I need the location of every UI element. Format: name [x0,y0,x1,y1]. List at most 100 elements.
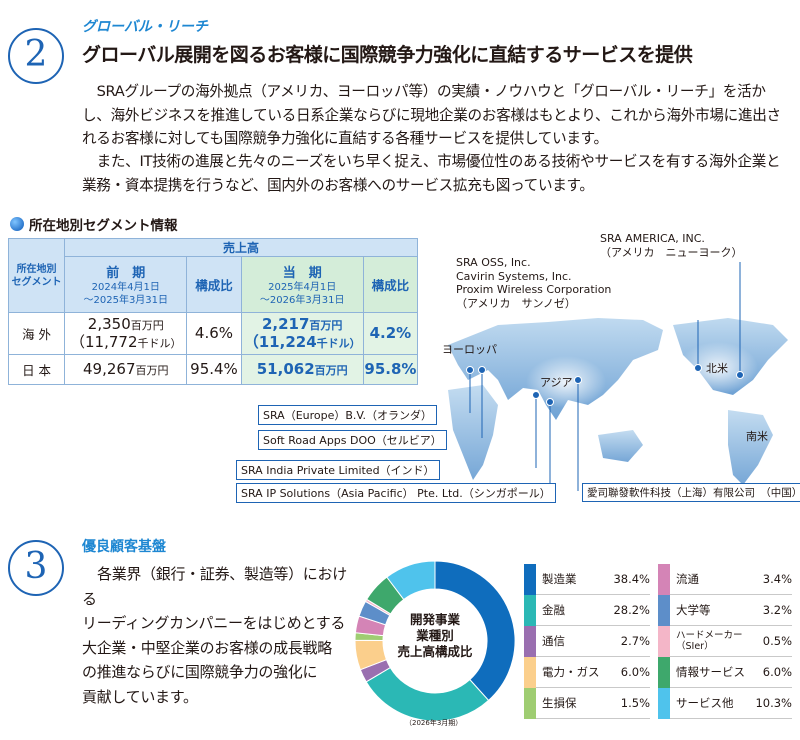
curr-ratio: 95.8% [362,354,419,385]
sra-oss-location: （アメリカ サンノゼ） [456,296,576,310]
box-sra-india: SRA India Private Limited（インド） [236,460,440,480]
asia-glow [526,356,606,408]
prev-unit: 百万円 [130,318,164,332]
legend-item: 情報サービス 6.0% [658,656,792,688]
pin-india [532,391,540,399]
curr-unit: 百万円 [309,318,343,332]
curr-value: 51,062百万円 [240,354,364,385]
section2-paragraph-1: SRAグループの海外拠点（アメリカ、ヨーロッパ等）の実績・ノウハウと「グローバル… [82,83,781,147]
row-header: 所在地別 セグメント [7,238,66,313]
curr-value: 2,217百万円 （11,224千ドル） [240,312,364,355]
prev-ratio: 95.4% [186,354,242,385]
legend-value: 6.0% [762,665,792,679]
box-sra-ip-solutions: SRA IP Solutions（Asia Pacific） Pte. Ltd.… [236,483,556,503]
pin-new-york [736,371,744,379]
donut-center-title: 開発事業 業種別 売上高構成比 [397,612,473,659]
row-name: 海 外 [7,312,66,355]
curr-usd: （11,224 [243,332,317,351]
donut-slice-0 [434,560,516,702]
legend-swatch [658,687,670,719]
legend-swatch [658,594,670,626]
region-south-america: 南米 [746,430,768,443]
legend-item: サービス他 10.3% [658,687,792,719]
curr-amount: 2,217 [261,314,310,333]
donut-slice-1 [365,666,490,722]
legend-label: 電力・ガス [542,665,600,679]
region-north-america: 北米 [706,362,728,375]
sra-america-name: SRA AMERICA, INC. [600,232,705,245]
legend-label: ハードメーカー（SIer） [676,630,743,652]
map-australia [598,430,643,462]
prev-value: 2,350百万円 （11,772千ドル） [64,312,188,355]
prev-usd: （11,772 [70,332,138,351]
section-number-2: 2 [8,28,64,84]
donut-slice-9 [386,560,436,601]
legend-item: 製造業 38.4% [524,563,650,595]
box-sra-europe: SRA（Europe）B.V.（オランダ） [258,405,438,425]
legend-label: 流通 [676,572,699,586]
legend-value: 1.5% [620,696,650,710]
prev-usd-unit: 千ドル） [137,336,182,350]
table-row: 海 外 2,350百万円 （11,772千ドル） 4.6% 2,217百万円 （… [7,312,419,355]
curr-ratio-header: 構成比 [362,256,419,313]
cavirin-name: Cavirin Systems, Inc. [456,269,572,283]
legend-item: 大学等 3.2% [658,594,792,626]
legend-label: 金融 [542,603,565,617]
prev-unit: 百万円 [135,363,169,377]
segment-table-title-text: 所在地別セグメント情報 [29,218,178,234]
legend-value: 2.7% [620,634,650,648]
prev-label: 前 期 [106,266,146,281]
box-soft-road-apps: Soft Road Apps DOO（セルビア） [258,430,447,450]
segment-table: 所在地別 セグメント 売上高 前 期 2024年4月1日 ～2025年3月31日… [7,238,419,385]
curr-amount: 51,062 [256,359,315,378]
curr-period: 2025年4月1日 ～2026年3月31日 [259,282,345,306]
pin-serbia [478,366,486,374]
prev-ratio-header: 構成比 [186,256,242,313]
pin-netherlands [466,366,474,374]
bullet-dot-icon [10,217,24,231]
legend-value: 3.2% [762,603,792,617]
table-row: 日 本 49,267百万円 95.4% 51,062百万円 95.8% [7,354,419,385]
section3-line-4: の推進ならびに国際競争力の強化に [82,663,318,681]
legend-label: サービス他 [676,696,734,710]
curr-usd-unit: 千ドル） [316,336,361,350]
legend-value: 10.3% [755,696,792,710]
legend-value: 3.4% [762,572,792,586]
prev-value: 49,267百万円 [64,354,188,385]
section2-heading: グローバル展開を図るお客様に国際競争力強化に直結するサービスを提供 [82,44,693,66]
map-africa [448,385,498,480]
sra-oss-label: SRA OSS, Inc. Cavirin Systems, Inc. Prox… [456,256,611,310]
pin-singapore [546,398,554,406]
map-south-america [728,410,773,485]
legend-item: 電力・ガス 6.0% [524,656,650,688]
legend-value: 28.2% [613,603,650,617]
segment-table-title: 所在地別セグメント情報 [10,214,178,234]
section3-line-5: 貢献しています。 [82,687,198,706]
row-name: 日 本 [7,354,66,385]
legend-value: 38.4% [613,572,650,586]
sra-america-label: SRA AMERICA, INC. （アメリカ ニューヨーク） [600,232,742,259]
section-number-3: 3 [8,540,64,596]
legend-swatch [524,687,536,719]
sra-oss-name: SRA OSS, Inc. [456,256,531,269]
world-map [448,262,788,491]
curr-ratio: 4.2% [362,312,419,355]
legend-swatch [658,656,670,688]
section3-kicker: 優良顧客基盤 [82,539,166,555]
sales-header: 売上高 [64,238,418,257]
legend-value: 0.5% [762,634,792,648]
legend-item: ハードメーカー（SIer） 0.5% [658,625,792,657]
legend-item: 生損保 1.5% [524,687,650,719]
section3-line-3: 大企業・中堅企業のお客様の成長戦略 [82,638,332,657]
section3-line-1: 各業界（銀行・証券、製造等）における [82,565,347,608]
legend-label: 製造業 [542,572,577,586]
legend-item: 流通 3.4% [658,563,792,595]
prev-period: 2024年4月1日 ～2025年3月31日 [83,282,169,306]
legend-swatch [658,563,670,595]
legend-label: 情報サービス [676,665,745,679]
industry-donut-chart [354,560,516,722]
prev-amount: 49,267 [83,359,136,378]
sra-america-location: （アメリカ ニューヨーク） [600,245,743,259]
pin-shanghai [574,376,582,384]
prev-ratio: 4.6% [186,312,242,355]
